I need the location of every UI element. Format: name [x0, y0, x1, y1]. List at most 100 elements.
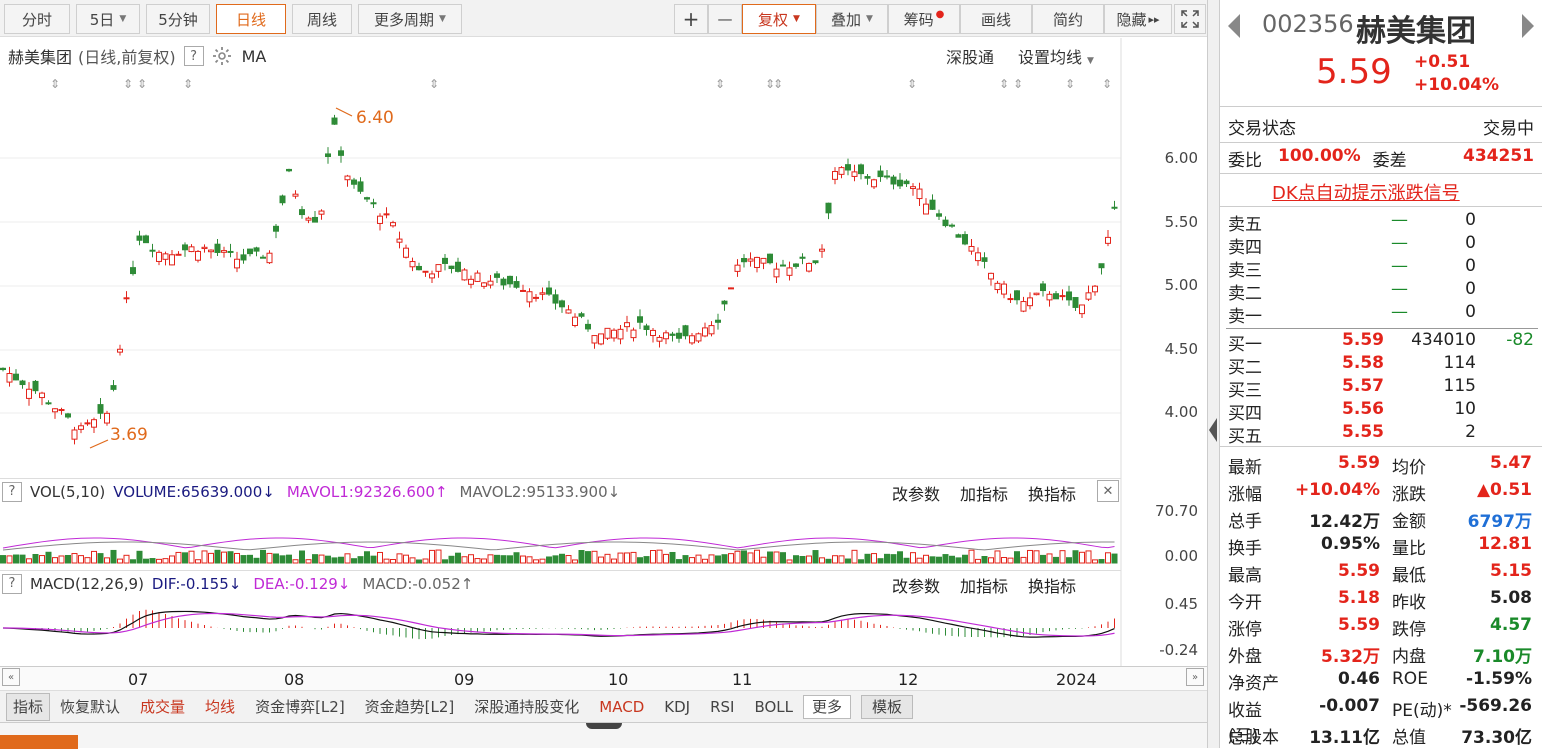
candle-body: [871, 179, 877, 188]
shengutong-link[interactable]: 深股通: [946, 48, 995, 67]
kline-chart[interactable]: ⇕ ⇕ ⇕ ⇕ ⇕ ⇕ ⇕⇕ ⇕ ⇕ ⇕ ⇕ ⇕: [0, 0, 1207, 690]
volume-bar: [156, 558, 162, 564]
candle-body: [507, 275, 513, 285]
chouma-button[interactable]: 筹码 ●: [888, 4, 960, 34]
close-icon[interactable]: ✕: [1097, 480, 1119, 502]
volume-bar: [1085, 550, 1092, 564]
candle-body: [624, 322, 630, 328]
scroll-right-icon[interactable]: »: [1186, 668, 1204, 686]
macd-change-params-button[interactable]: 改参数: [892, 577, 941, 596]
help-button[interactable]: ?: [183, 46, 204, 66]
stat-row: 涨停 5.59 跌停 4.57: [1228, 615, 1534, 640]
candle-body: [1059, 295, 1066, 298]
vol-add-indicator-button[interactable]: 加指标: [960, 485, 1009, 504]
weibi-label: 委比: [1228, 151, 1262, 171]
x-tick: 07: [128, 670, 149, 689]
volume-bar: [721, 554, 728, 564]
macd-add-indicator-button[interactable]: 加指标: [960, 577, 1009, 596]
dk-signal-link[interactable]: DK点自动提示涨跌信号: [1272, 183, 1460, 204]
candle-body: [533, 296, 539, 299]
candle-body: [539, 292, 546, 295]
candle-body: [344, 175, 351, 181]
boll-tab[interactable]: BOLL: [754, 697, 794, 716]
tab-5day[interactable]: 5日 ▼: [76, 4, 140, 34]
tab-weekly[interactable]: 周线: [292, 4, 352, 34]
volume-bar: [396, 553, 403, 564]
volume-bar: [981, 556, 988, 564]
draw-line-button[interactable]: 画线: [960, 4, 1032, 34]
more-indicators-button[interactable]: 更多: [803, 694, 852, 719]
simple-mode-button[interactable]: 简约: [1032, 4, 1104, 34]
set-ma-button[interactable]: 设置均线 ▼: [1018, 44, 1094, 68]
panel-toggle-handle[interactable]: [586, 723, 622, 729]
hide-button[interactable]: 隐藏 ▸▸: [1104, 4, 1172, 34]
next-stock-icon[interactable]: [1522, 14, 1534, 38]
macd-tab[interactable]: MACD: [599, 697, 645, 716]
vol-mavol2: MAVOL2:95133.900: [459, 482, 608, 501]
candle-body: [136, 235, 143, 241]
ask-price: —: [1391, 302, 1408, 322]
ma-tab[interactable]: 均线: [205, 698, 236, 716]
stat-label: 总股本: [1228, 728, 1279, 748]
stat-row: 换手 0.95% 量比 12.81: [1228, 534, 1534, 559]
volume-bar: [312, 554, 318, 564]
diejia-button[interactable]: 叠加 ▼: [816, 4, 888, 34]
candle-body: [1085, 292, 1092, 300]
volume-bar: [0, 555, 6, 564]
candle-body: [923, 203, 929, 215]
collapse-arrow-icon[interactable]: [1209, 418, 1217, 442]
vol-change-params-button[interactable]: 改参数: [892, 485, 941, 504]
volume-bar: [702, 558, 708, 564]
help-button[interactable]: ?: [2, 573, 22, 594]
zoom-out-button[interactable]: —: [708, 4, 742, 34]
high-arrow: [335, 107, 353, 117]
fullscreen-button[interactable]: [1174, 4, 1206, 34]
volume-bar: [91, 550, 97, 564]
last-price: 5.59: [1316, 52, 1392, 92]
candle-body: [682, 325, 689, 337]
indicator-menu-button[interactable]: 指标: [6, 692, 51, 721]
bid-label: 买一: [1228, 335, 1262, 355]
candle-body: [1053, 293, 1059, 300]
volume-bar: [78, 555, 84, 564]
help-button[interactable]: ?: [2, 481, 22, 502]
tab-5min[interactable]: 5分钟: [146, 4, 210, 34]
candle-body: [442, 257, 448, 264]
tab-more-periods[interactable]: 更多周期 ▼: [358, 4, 462, 34]
kdj-tab[interactable]: KDJ: [664, 697, 691, 716]
bid-row: 买三 5.57 115: [1228, 376, 1534, 401]
candle-body: [598, 333, 604, 345]
stat-value: 0.46: [1338, 669, 1380, 689]
tab-daily[interactable]: 日线: [216, 4, 286, 34]
candle-body: [981, 257, 988, 262]
fuquan-button[interactable]: 复权 ▼: [742, 4, 816, 34]
macd-switch-indicator-button[interactable]: 换指标: [1028, 577, 1077, 596]
shengutong-holding-tab[interactable]: 深股通持股变化: [474, 698, 580, 716]
restore-default-tab[interactable]: 恢复默认: [60, 698, 121, 716]
candle-body: [195, 250, 201, 261]
stat-value: -0.007: [1319, 696, 1380, 716]
volume-bar: [351, 558, 357, 564]
ma-label[interactable]: MA: [241, 46, 267, 66]
stat-row: 最新 5.59 均价 5.47: [1228, 453, 1534, 478]
candle-body: [695, 333, 702, 342]
candle-body: [201, 246, 208, 250]
volume-tab[interactable]: 成交量: [140, 698, 186, 716]
scroll-left-icon[interactable]: «: [2, 668, 20, 686]
news-tab-active[interactable]: [0, 735, 78, 749]
ask-row: 卖二 — 0: [1228, 279, 1534, 304]
vol-switch-indicator-button[interactable]: 换指标: [1028, 485, 1077, 504]
volume-bar: [754, 549, 760, 564]
gear-icon[interactable]: [212, 46, 232, 66]
tab-fenshi[interactable]: 分时: [4, 4, 70, 34]
rsi-tab[interactable]: RSI: [710, 697, 735, 716]
zoom-in-button[interactable]: +: [674, 4, 708, 34]
prev-stock-icon[interactable]: [1228, 14, 1240, 38]
candle-body: [214, 243, 221, 253]
volume-bar: [188, 550, 195, 564]
panel-splitter[interactable]: [1207, 0, 1220, 748]
template-button[interactable]: 模板: [861, 694, 914, 719]
volume-bar: [45, 551, 52, 564]
capital-trend-tab[interactable]: 资金趋势[L2]: [364, 698, 455, 716]
capital-game-tab[interactable]: 资金博弈[L2]: [255, 698, 345, 716]
